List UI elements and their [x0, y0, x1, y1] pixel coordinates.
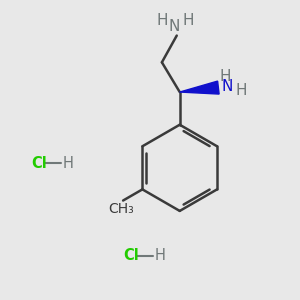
- Text: N: N: [221, 79, 233, 94]
- Text: H: H: [220, 69, 231, 84]
- Text: CH₃: CH₃: [109, 202, 134, 216]
- Text: Cl: Cl: [123, 248, 139, 263]
- Text: H: H: [183, 13, 194, 28]
- Text: H: H: [62, 156, 73, 171]
- Polygon shape: [180, 81, 219, 94]
- Text: H: H: [156, 13, 168, 28]
- Text: Cl: Cl: [31, 156, 47, 171]
- Text: H: H: [154, 248, 165, 263]
- Text: N: N: [168, 19, 179, 34]
- Text: H: H: [236, 83, 247, 98]
